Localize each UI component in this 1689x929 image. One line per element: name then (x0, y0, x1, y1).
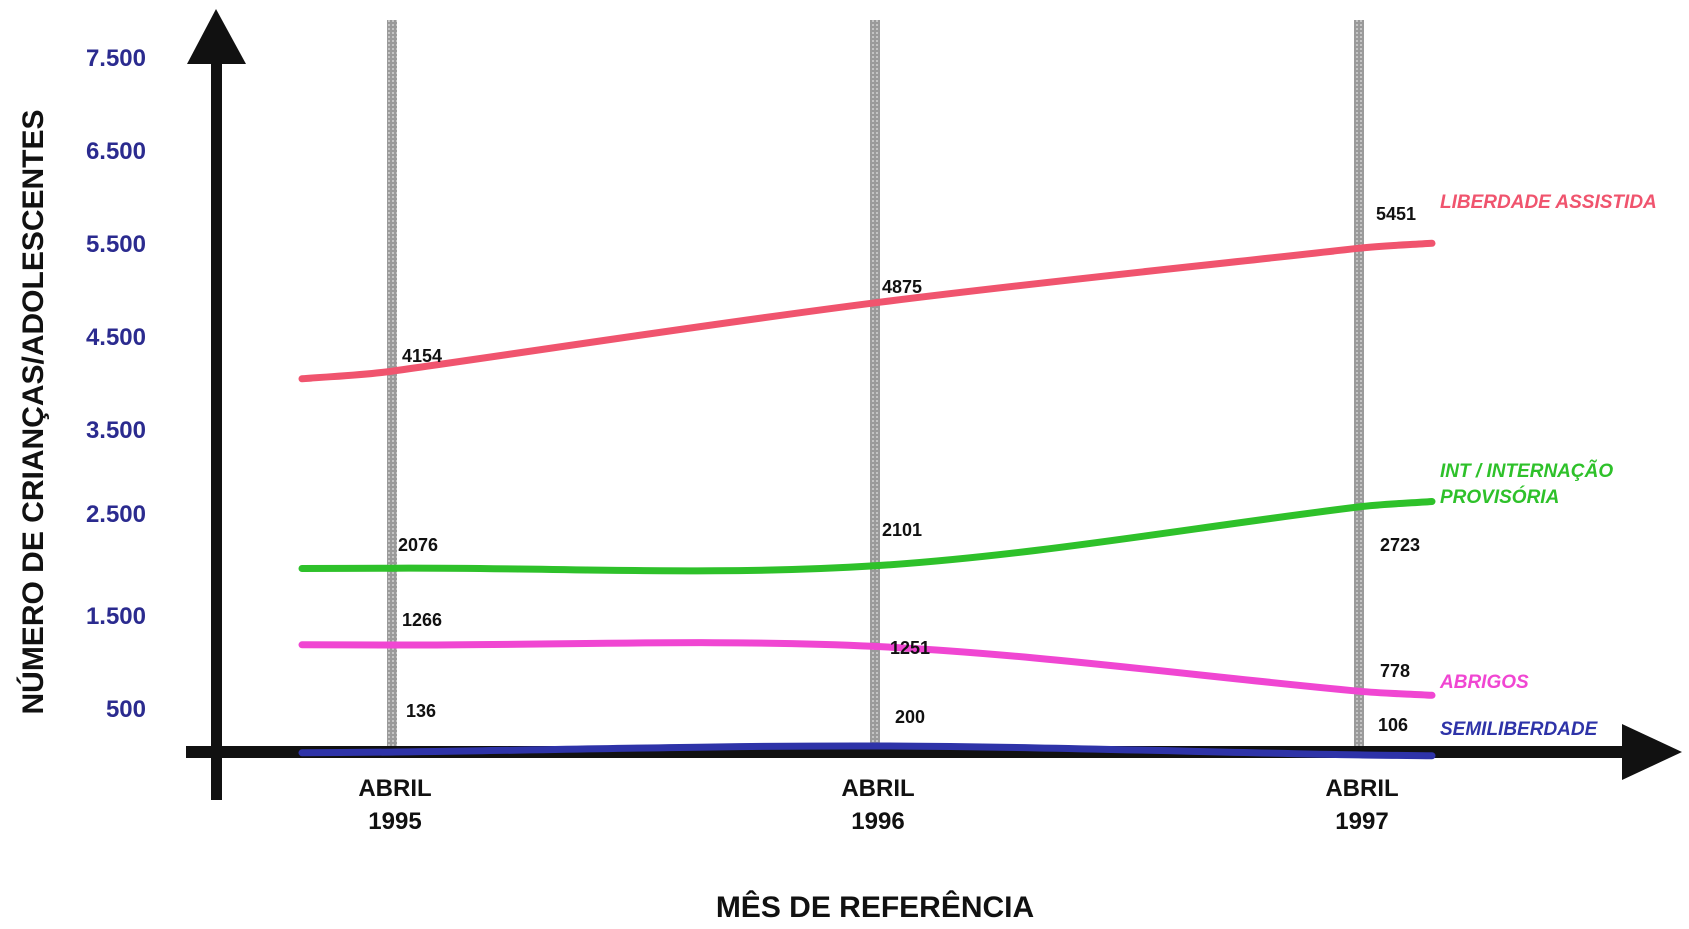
y-tick-label: 500 (106, 696, 146, 723)
data-label: 136 (406, 701, 436, 721)
series-line-internacao (298, 498, 1436, 575)
data-label: 1266 (402, 610, 442, 630)
series-label-abrigos: ABRIGOS (1439, 672, 1529, 693)
x-tick-label: ABRIL 1995 (358, 775, 431, 835)
x-axis-arrow (1622, 724, 1682, 780)
y-axis-arrow (187, 9, 246, 64)
y-tick-labels: 7.500 6.500 5.500 4.500 3.500 2.500 1.500 500 (86, 45, 146, 723)
series-lines (298, 239, 1436, 760)
y-tick-label: 7.500 (86, 45, 146, 72)
series-line-abrigos (298, 639, 1436, 699)
gridline-2 (870, 20, 880, 748)
data-label: 2723 (1380, 535, 1420, 555)
data-label: 778 (1380, 661, 1410, 681)
data-labels: 4154 4875 5451 2076 2101 2723 1266 1251 778 136 20… (398, 204, 1420, 735)
y-tick-label: 2.500 (86, 501, 146, 528)
x-tick-label: ABRIL 1997 (1325, 775, 1398, 835)
data-label: 2101 (882, 520, 922, 540)
series-label-internacao: PROVISÓRIA (1440, 486, 1559, 508)
gridline-3 (1354, 20, 1364, 748)
gridline-1 (387, 20, 397, 748)
y-tick-label: 3.500 (86, 417, 146, 444)
y-tick-label: 5.500 (86, 231, 146, 258)
y-tick-label: 1.500 (86, 603, 146, 630)
y-tick-label: 4.500 (86, 324, 146, 351)
series-label-liberdade-assistida: LIBERDADE ASSISTIDA (1440, 192, 1657, 213)
data-label: 1251 (890, 638, 930, 658)
x-tick-labels: ABRIL 1995 ABRIL 1996 ABRIL 1997 (358, 775, 1398, 835)
data-label: 106 (1378, 715, 1408, 735)
category-gridlines (387, 20, 1364, 748)
series-line-liberdade-assistida (298, 239, 1436, 383)
x-axis-title: MÊS DE REFERÊNCIA (716, 890, 1034, 924)
series-line-semiliberdade (298, 742, 1436, 760)
series-labels: LIBERDADE ASSISTIDA INT / INTERNAÇÃO PROVI… (1439, 192, 1657, 740)
data-label: 2076 (398, 535, 438, 555)
data-label: 4154 (402, 346, 442, 366)
y-axis-line (211, 58, 222, 800)
x-tick-label: ABRIL 1996 (841, 775, 914, 835)
y-tick-label: 6.500 (86, 138, 146, 165)
data-label: 200 (895, 707, 925, 727)
series-label-internacao: INT / INTERNAÇÃO (1440, 460, 1613, 482)
series-label-semiliberdade: SEMILIBERDADE (1440, 719, 1599, 740)
data-label: 5451 (1376, 204, 1416, 224)
data-label: 4875 (882, 277, 922, 297)
y-axis-title: NÚMERO DE CRIANÇAS/ADOLESCENTES (16, 109, 50, 714)
